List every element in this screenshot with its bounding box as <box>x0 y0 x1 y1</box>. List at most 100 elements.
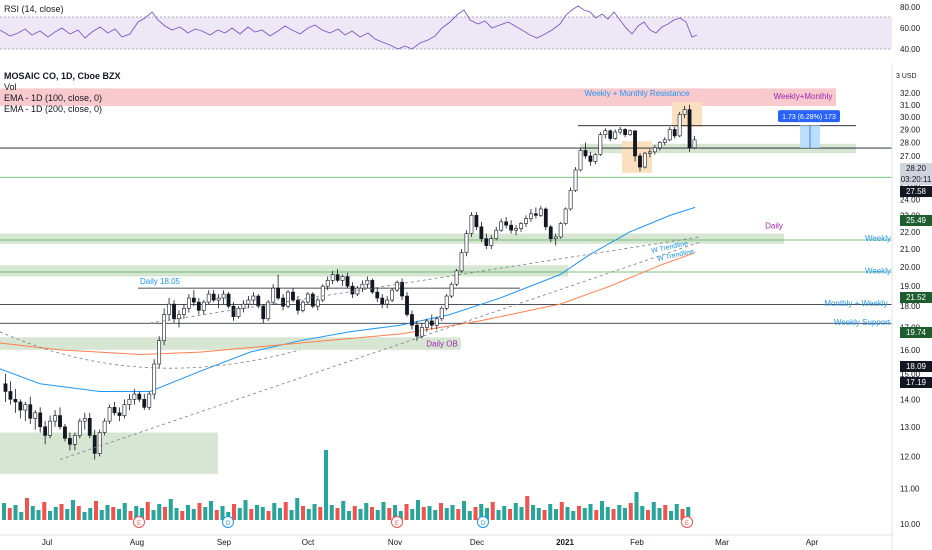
candle[interactable] <box>444 294 449 311</box>
candle[interactable] <box>152 359 157 400</box>
candle[interactable] <box>643 151 647 169</box>
candle[interactable] <box>583 142 588 159</box>
candle[interactable] <box>439 306 444 321</box>
candle[interactable] <box>365 276 370 289</box>
candle[interactable] <box>48 415 52 439</box>
candle[interactable] <box>529 208 533 222</box>
candle[interactable] <box>419 323 424 339</box>
w-trendline-1[interactable] <box>59 241 701 460</box>
candle[interactable] <box>18 399 23 419</box>
candle[interactable] <box>538 205 543 217</box>
candle[interactable] <box>677 112 682 138</box>
candle[interactable] <box>157 336 162 369</box>
candle[interactable] <box>28 396 33 424</box>
candle[interactable] <box>568 187 573 211</box>
candle[interactable] <box>489 235 494 250</box>
candle[interactable] <box>291 288 295 303</box>
candle[interactable] <box>573 167 578 192</box>
candle[interactable] <box>459 249 464 273</box>
candle[interactable] <box>162 308 167 346</box>
candle[interactable] <box>380 294 385 309</box>
candle[interactable] <box>662 137 667 146</box>
candle[interactable] <box>241 300 246 313</box>
candle[interactable] <box>191 290 196 307</box>
candle[interactable] <box>464 230 469 257</box>
candle[interactable] <box>474 212 479 231</box>
candle[interactable] <box>107 404 112 424</box>
candle[interactable] <box>167 298 171 321</box>
candle[interactable] <box>137 391 142 402</box>
candle[interactable] <box>553 233 558 246</box>
candle[interactable] <box>251 292 256 305</box>
candle[interactable] <box>578 147 583 172</box>
candle[interactable] <box>524 215 528 227</box>
candle[interactable] <box>206 290 211 305</box>
candle[interactable] <box>692 135 697 150</box>
candle[interactable] <box>499 218 504 232</box>
candle[interactable] <box>623 128 628 138</box>
candle[interactable] <box>410 310 414 330</box>
candle[interactable] <box>276 274 281 301</box>
candle[interactable] <box>286 290 290 309</box>
candle[interactable] <box>231 302 236 321</box>
candle[interactable] <box>345 272 350 289</box>
candle[interactable] <box>182 304 186 319</box>
candle[interactable] <box>633 130 637 162</box>
candle[interactable] <box>340 274 345 287</box>
candle[interactable] <box>509 220 514 234</box>
candle[interactable] <box>102 418 107 436</box>
candle[interactable] <box>593 153 598 165</box>
candle[interactable] <box>370 278 375 295</box>
candle[interactable] <box>310 292 315 309</box>
candle[interactable] <box>667 126 672 142</box>
candle[interactable] <box>533 207 538 219</box>
candle[interactable] <box>360 280 365 293</box>
candle[interactable] <box>236 306 241 319</box>
candle[interactable] <box>53 410 57 427</box>
event-marker[interactable]: E <box>681 516 693 528</box>
candle[interactable] <box>434 316 439 330</box>
candle[interactable] <box>652 145 657 155</box>
candle[interactable] <box>603 128 608 139</box>
candle[interactable] <box>112 401 117 416</box>
candle[interactable] <box>296 296 300 315</box>
candle[interactable] <box>23 401 28 422</box>
candle[interactable] <box>127 394 132 411</box>
candle[interactable] <box>63 423 67 442</box>
candle[interactable] <box>563 207 568 226</box>
candle[interactable] <box>390 288 395 303</box>
candle[interactable] <box>97 429 102 457</box>
candle[interactable] <box>266 300 271 321</box>
candle[interactable] <box>638 153 642 172</box>
candle[interactable] <box>648 149 652 158</box>
candle[interactable] <box>558 221 563 239</box>
event-marker[interactable]: E <box>133 516 145 528</box>
candle[interactable] <box>142 394 147 411</box>
candle[interactable] <box>454 269 459 287</box>
candle[interactable] <box>424 318 429 332</box>
candle[interactable] <box>514 225 518 236</box>
candle[interactable] <box>355 286 360 297</box>
candle[interactable] <box>68 432 72 451</box>
candle[interactable] <box>38 407 43 433</box>
candle[interactable] <box>72 432 77 451</box>
candle[interactable] <box>13 388 18 413</box>
candle[interactable] <box>315 298 320 311</box>
candle[interactable] <box>657 141 662 151</box>
candle[interactable] <box>211 290 216 303</box>
candle[interactable] <box>132 388 137 405</box>
event-marker[interactable]: E <box>391 516 403 528</box>
candle[interactable] <box>494 226 499 241</box>
candle[interactable] <box>548 225 553 243</box>
candle[interactable] <box>628 129 632 136</box>
candle[interactable] <box>3 373 8 402</box>
candle[interactable] <box>92 429 97 460</box>
candle[interactable] <box>672 126 677 139</box>
candle[interactable] <box>305 292 310 305</box>
candle[interactable] <box>87 412 92 439</box>
candle[interactable] <box>400 278 404 301</box>
candle[interactable] <box>543 207 548 231</box>
rsi-chart[interactable]: 80.00 60.00 40.00 <box>0 0 932 62</box>
event-marker[interactable]: D <box>477 516 489 528</box>
candle[interactable] <box>271 284 276 305</box>
